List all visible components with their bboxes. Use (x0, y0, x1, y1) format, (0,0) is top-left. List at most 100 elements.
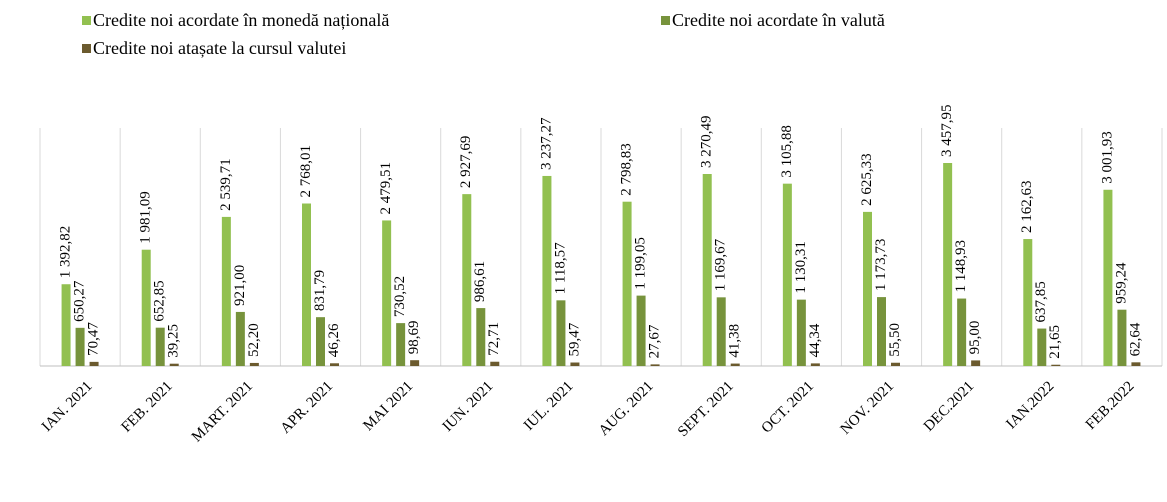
data-label: 21,65 (1047, 325, 1063, 359)
data-label: 41,38 (727, 324, 743, 358)
bar (957, 298, 967, 366)
bar (622, 201, 632, 366)
bar (1037, 328, 1047, 366)
data-label: 1 173,73 (873, 239, 889, 292)
data-label: 70,47 (86, 322, 102, 356)
data-label: 3 457,95 (939, 105, 955, 158)
data-label: 959,24 (1113, 262, 1129, 304)
legend-swatch (82, 44, 91, 53)
legend-swatch (82, 16, 91, 25)
bar (382, 220, 392, 366)
bar (316, 317, 325, 366)
bar (702, 174, 712, 366)
data-label: 59,47 (566, 322, 582, 356)
data-label: 1 169,67 (713, 238, 729, 291)
x-tick-label: NOV. 2021 (838, 378, 897, 437)
bar (462, 194, 472, 366)
bar (1051, 364, 1061, 366)
data-label: 921,00 (232, 265, 248, 306)
bar (61, 284, 71, 366)
data-label: 2 479,51 (378, 162, 394, 215)
bar (1023, 239, 1033, 366)
data-label: 62,64 (1127, 322, 1143, 356)
bar (556, 300, 566, 366)
x-tick-label: DEC.2021 (921, 378, 977, 434)
bar (476, 308, 486, 366)
data-label: 650,27 (72, 280, 88, 322)
bar (302, 203, 311, 366)
x-tick-label: MAI 2021 (360, 378, 416, 434)
bar (782, 183, 792, 366)
data-label: 27,67 (647, 324, 663, 358)
legend-swatch (661, 16, 670, 25)
data-label: 652,85 (152, 280, 168, 321)
bar (542, 175, 552, 366)
data-label: 46,26 (326, 323, 342, 357)
bar (141, 249, 151, 366)
bar (570, 362, 580, 366)
bar (1131, 362, 1141, 366)
data-label: 831,79 (312, 270, 328, 311)
data-label: 637,85 (1033, 281, 1049, 322)
bar (971, 360, 981, 366)
data-label: 2 162,63 (1019, 181, 1035, 234)
data-label: 1 981,09 (138, 191, 154, 244)
bar (235, 311, 245, 366)
x-tick-label: IUN. 2021 (440, 378, 497, 435)
bar (221, 216, 231, 366)
bar (877, 297, 886, 366)
bar (810, 363, 820, 366)
bar (169, 363, 179, 366)
bar (490, 361, 500, 366)
bar (1103, 189, 1113, 366)
data-label: 3 001,93 (1099, 131, 1115, 184)
data-label: 2 798,83 (619, 143, 635, 196)
bar (730, 363, 740, 366)
data-label: 98,69 (406, 320, 422, 354)
data-label: 44,34 (807, 323, 823, 357)
data-label: 95,00 (967, 321, 983, 355)
data-label: 1 118,57 (552, 242, 568, 294)
data-label: 1 199,05 (633, 237, 649, 290)
x-tick-label: APR. 2021 (278, 378, 336, 436)
bar (330, 363, 339, 366)
data-label: 1 392,82 (58, 226, 74, 279)
x-tick-label: OCT. 2021 (759, 378, 817, 436)
data-label: 39,25 (166, 324, 182, 358)
x-tick-label: FEB.2022 (1083, 378, 1138, 433)
bar (891, 362, 900, 366)
data-label: 986,61 (472, 261, 488, 302)
bar (75, 327, 85, 366)
data-label: 3 105,88 (779, 125, 795, 178)
data-label: 1 148,93 (953, 240, 969, 293)
data-label: 2 539,71 (218, 158, 234, 211)
bar (796, 299, 806, 366)
data-label: 2 625,33 (859, 153, 875, 206)
data-label: 52,20 (246, 323, 262, 357)
data-label: 1 130,31 (793, 241, 809, 294)
bar (863, 211, 872, 366)
data-label: 2 768,01 (298, 145, 314, 198)
data-label: 2 927,69 (458, 136, 474, 189)
legend-label: Credite noi acordate în valută (672, 10, 885, 30)
data-label: 730,52 (392, 276, 408, 317)
data-label: 72,71 (486, 322, 502, 356)
data-label: 3 270,49 (699, 116, 715, 169)
data-label: 3 237,27 (538, 117, 554, 170)
x-tick-label: MART. 2021 (189, 378, 256, 445)
bar (636, 295, 646, 366)
x-tick-label: SEPT. 2021 (675, 378, 737, 440)
legend-label: Credite noi atașate la cursul valutei (93, 38, 346, 58)
bar (716, 297, 726, 366)
bar (249, 362, 259, 366)
x-tick-label: IAN.2022 (1003, 378, 1057, 432)
x-tick-label: FEB. 2021 (119, 378, 176, 435)
bar (650, 364, 660, 366)
bar (155, 327, 165, 366)
legend-label: Credite noi acordate în monedă națională (93, 10, 389, 30)
x-tick-label: IAN. 2021 (39, 378, 96, 435)
x-tick-label: AUG. 2021 (596, 378, 657, 439)
bar (1117, 309, 1127, 366)
bar (943, 163, 953, 366)
